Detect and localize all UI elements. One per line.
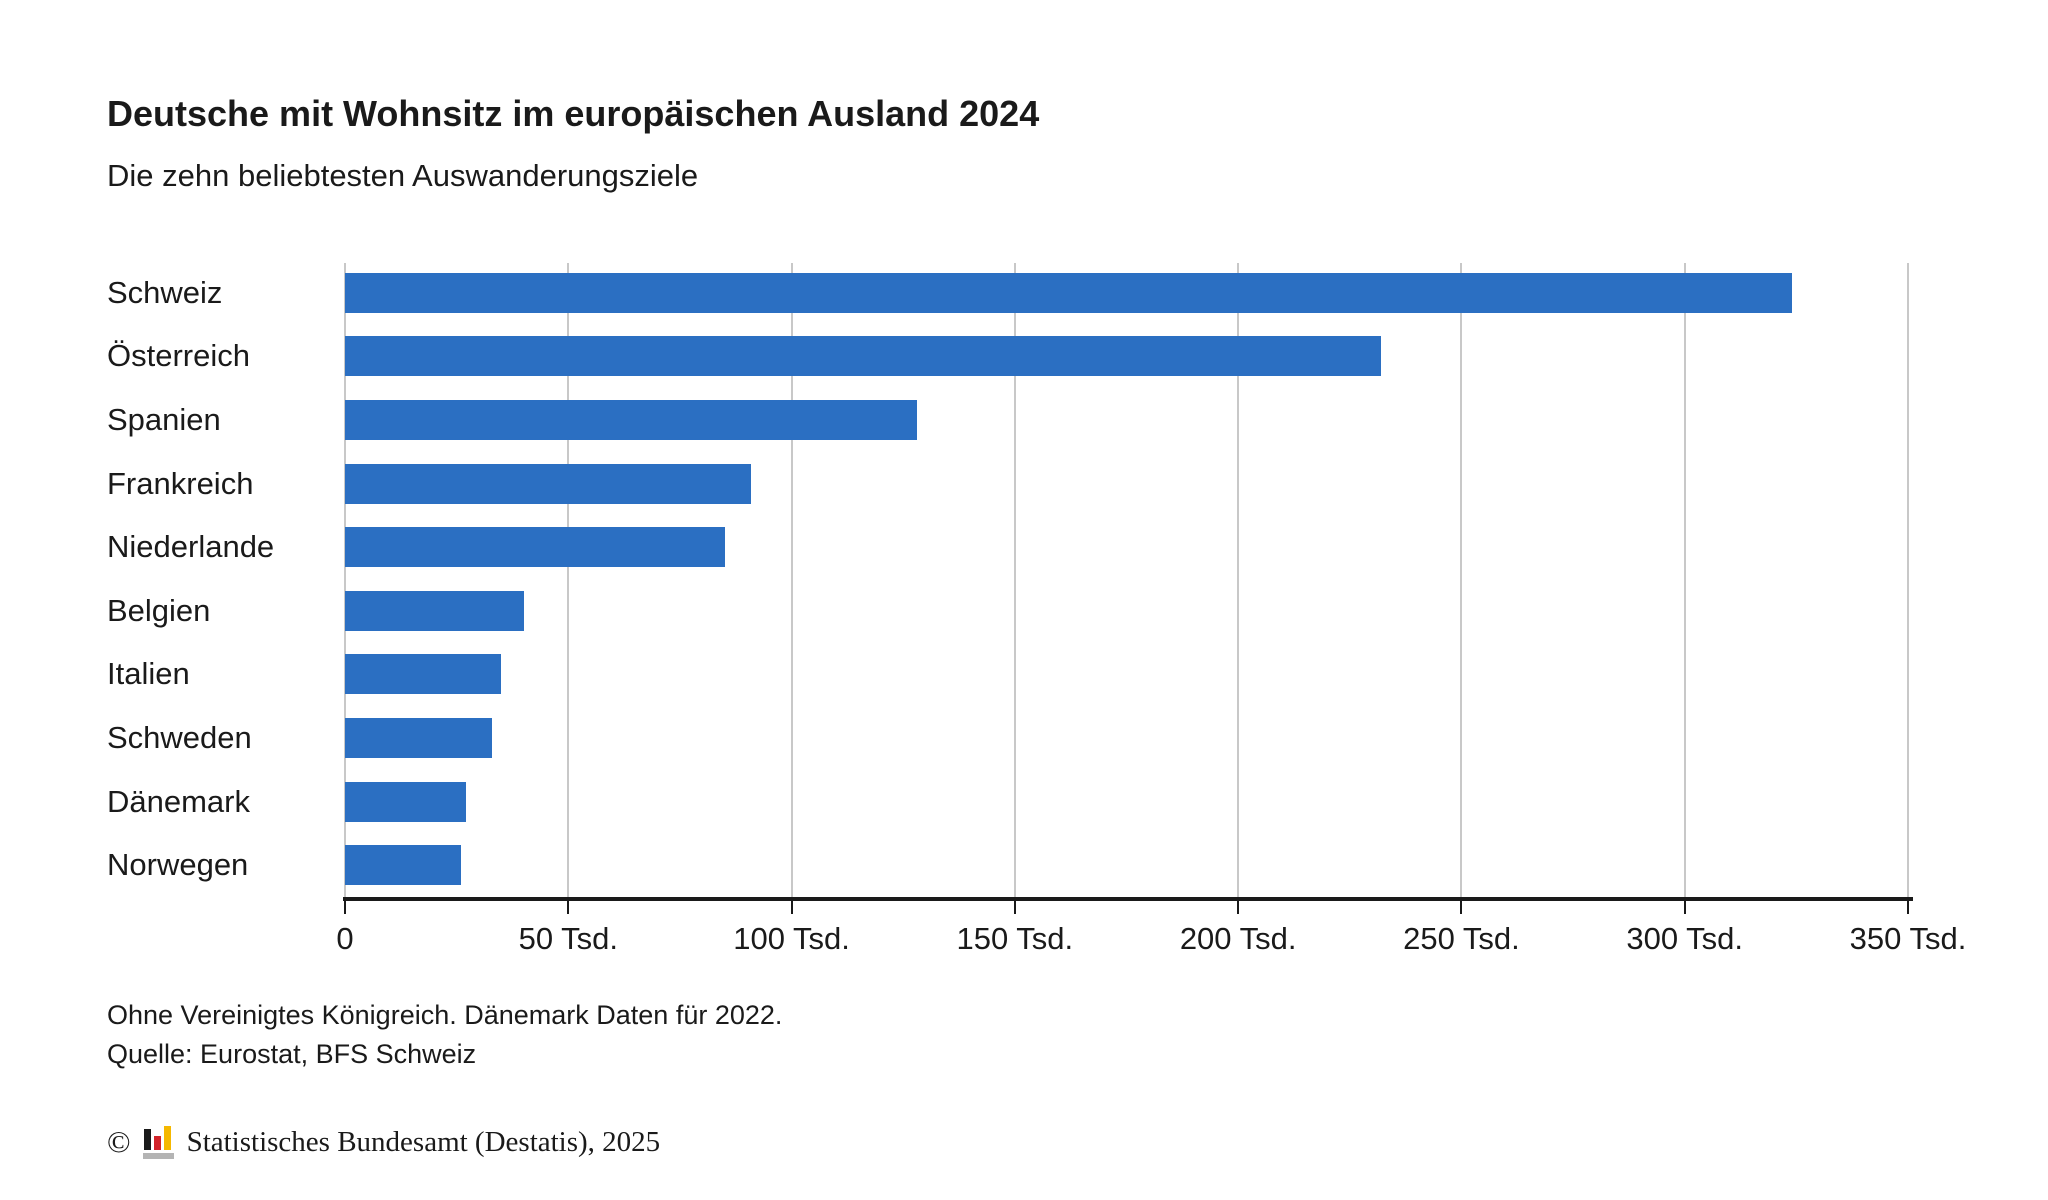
bar-schweiz [345, 272, 1792, 313]
bar-belgien [345, 590, 524, 631]
chart-subtitle: Die zehn beliebtesten Auswanderungsziele [107, 158, 699, 193]
x-tick-350 [1907, 901, 1909, 914]
x-tick-0 [344, 901, 346, 914]
bar-schweden [345, 718, 493, 758]
gridline-200 [1237, 263, 1240, 899]
category-label-frankreich: Frankreich [107, 465, 254, 501]
x-tick-200 [1237, 901, 1240, 914]
bar-italien [345, 654, 502, 695]
x-tick-150 [1013, 901, 1016, 914]
x-axis-ticks: 0 50 Tsd. 100 Tsd. 150 Tsd. 200 Tsd. 250 Tsd.… [336, 901, 1966, 961]
x-tick-300 [1683, 901, 1686, 914]
logo-bar-gold [163, 1125, 171, 1150]
gridline-100 [790, 263, 793, 899]
bar-österreich [345, 336, 1382, 377]
bar-spanien [345, 400, 917, 440]
category-label-spanien: Spanien [107, 402, 221, 437]
footnote-line-1: Ohne Vereinigtes Königreich. Dänemark Da… [107, 1000, 783, 1030]
x-tick-250 [1460, 901, 1463, 914]
bar-norwegen [345, 845, 462, 886]
x-tick-label-250: 250 Tsd. [1403, 921, 1520, 956]
bar-frankreich [345, 463, 752, 504]
category-label-schweiz: Schweiz [107, 274, 223, 310]
x-tick-label-150: 150 Tsd. [956, 921, 1074, 956]
copyright-symbol: © [107, 1124, 131, 1159]
x-tick-label-350: 350 Tsd. [1849, 921, 1967, 956]
x-tick-label-200: 200 Tsd. [1179, 921, 1297, 956]
logo-base-bar [142, 1152, 174, 1159]
x-tick-label-50: 50 Tsd. [518, 921, 618, 956]
category-label-belgien: Belgien [107, 592, 211, 628]
x-tick-50 [567, 901, 570, 914]
x-tick-100 [790, 901, 793, 914]
bar-dänemark [345, 781, 466, 822]
destatis-logo-icon [142, 1125, 175, 1159]
gridline-50 [567, 263, 570, 899]
gridline-0 [344, 263, 346, 899]
gridline-350 [1907, 263, 1909, 899]
category-axis: Schweiz Österreich Spanien Frankreich Nieder… [107, 263, 342, 899]
gridline-250 [1460, 263, 1463, 899]
chart-title: Deutsche mit Wohnsitz im europäischen Au… [107, 93, 1040, 134]
logo-bar-black [143, 1128, 151, 1150]
category-label-schweden: Schweden [107, 720, 252, 755]
footnotes: Ohne Vereinigtes Königreich. Dänemark Da… [107, 996, 782, 1074]
x-tick-label-100: 100 Tsd. [733, 921, 850, 956]
gridline-150 [1013, 263, 1016, 899]
attribution-text: Statistisches Bundesamt (Destatis), 2025 [186, 1125, 661, 1158]
plot-area [344, 263, 1909, 899]
x-tick-label-0: 0 [336, 921, 354, 956]
attribution: © Statistisches Bundesamt (Destatis), 20… [107, 1124, 660, 1160]
category-label-italien: Italien [107, 656, 190, 692]
logo-bar-red [153, 1135, 161, 1150]
footnote-line-2: Quelle: Eurostat, BFS Schweiz [107, 1039, 477, 1069]
x-tick-label-300: 300 Tsd. [1626, 921, 1744, 956]
category-label-norwegen: Norwegen [107, 847, 249, 883]
category-label-niederlande: Niederlande [107, 529, 275, 565]
destatis-logo-bars [143, 1125, 171, 1150]
category-label-österreich: Österreich [107, 338, 250, 374]
category-label-dänemark: Dänemark [107, 783, 250, 819]
bar-niederlande [345, 527, 725, 568]
x-axis-line [343, 897, 1913, 901]
gridline-300 [1683, 263, 1686, 899]
